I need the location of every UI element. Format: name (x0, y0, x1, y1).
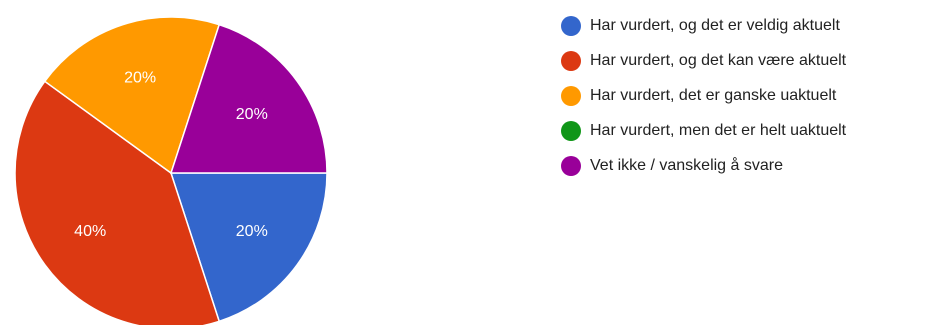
legend-label: Har vurdert, og det kan være aktuelt (590, 51, 847, 69)
legend-item[interactable]: Har vurdert, og det er veldig aktuelt (561, 12, 846, 39)
pie-slice[interactable] (169, 172, 328, 323)
legend-label: Har vurdert, men det er helt uaktuelt (590, 121, 847, 139)
legend-swatch-icon (561, 120, 581, 141)
pie-slice-label: 20% (124, 70, 156, 87)
pie-slice[interactable] (43, 16, 221, 175)
legend-swatch-icon (561, 15, 581, 36)
legend-item[interactable]: Har vurdert, det er ganske uaktuelt (561, 82, 846, 109)
legend-swatch-icon (561, 50, 581, 71)
legend-swatch-icon (561, 155, 581, 176)
legend-label: Har vurdert, og det er veldig aktuelt (590, 16, 840, 34)
legend-item[interactable]: Har vurdert, men det er helt uaktuelt (561, 117, 846, 144)
legend-item[interactable]: Har vurdert, og det kan være aktuelt (561, 47, 846, 74)
pie-slice[interactable] (169, 23, 328, 174)
legend-label: Vet ikke / vanskelig å svare (590, 156, 783, 174)
legend-label: Har vurdert, det er ganske uaktuelt (590, 86, 837, 104)
pie-slice[interactable] (14, 80, 221, 325)
pie-slice-labels: 20% 40% 20% 20% (74, 70, 268, 241)
pie-slice-label: 20% (236, 223, 268, 240)
legend-item[interactable]: Vet ikke / vanskelig å svare (561, 152, 846, 179)
pie-slices (14, 16, 328, 325)
pie-slice-label: 20% (236, 106, 268, 123)
pie-slice-label: 40% (74, 223, 106, 240)
chart-legend: Har vurdert, og det er veldig aktuelt Ha… (561, 12, 846, 187)
legend-swatch-icon (561, 85, 581, 106)
